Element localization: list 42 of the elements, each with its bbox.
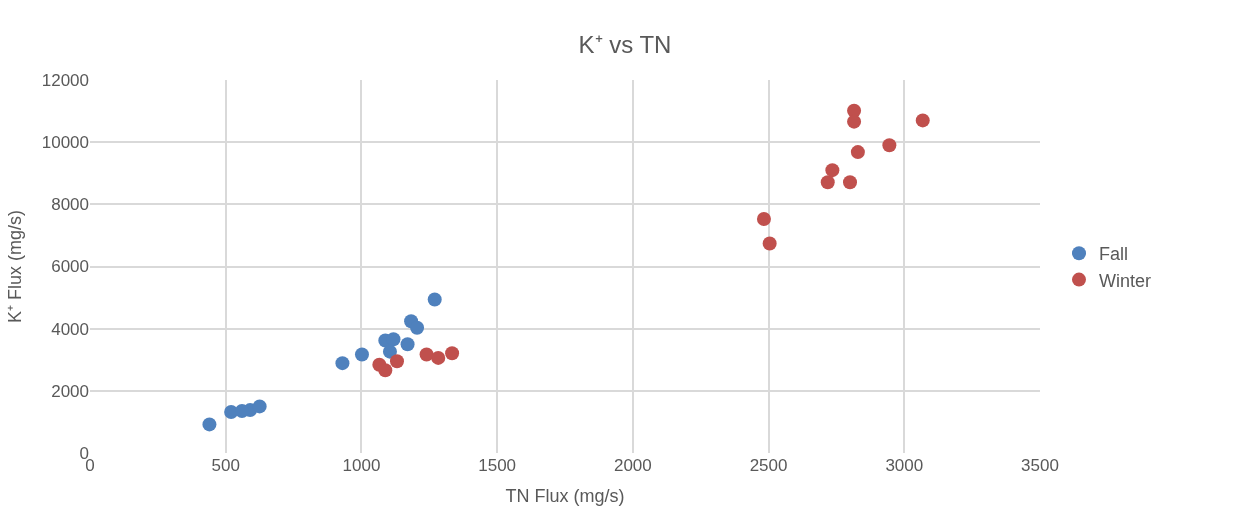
y-tick-label: 4000: [51, 319, 89, 339]
x-tick-label: 1000: [342, 456, 381, 475]
point: [756, 211, 771, 226]
chart-title: K⁺ vs TN: [578, 31, 672, 59]
point: [410, 320, 425, 335]
x-tick-label: 2000: [613, 456, 652, 475]
legend-label: Winter: [1099, 270, 1152, 291]
point: [915, 113, 930, 128]
point: [386, 332, 401, 347]
point: [850, 145, 865, 160]
y-tick-label: 6000: [51, 257, 89, 277]
x-tick-label: 2500: [749, 456, 788, 475]
point: [382, 344, 397, 359]
x-tick-label: 3500: [1021, 456, 1059, 475]
point: [335, 356, 350, 371]
x-tick-label: 3000: [885, 456, 924, 475]
point: [825, 163, 840, 178]
point: [445, 346, 460, 361]
point: [419, 347, 434, 362]
point: [762, 236, 777, 251]
point: [847, 114, 862, 129]
point: [390, 354, 404, 369]
point: [235, 404, 249, 419]
point: [354, 347, 369, 362]
y-tick-label: 10000: [41, 133, 89, 153]
y-axis-title: K⁺ Flux (mg/s): [4, 209, 25, 324]
y-tick-label: 2000: [51, 381, 89, 401]
y-tick-label: 12000: [41, 70, 89, 90]
point: [820, 175, 835, 190]
point: [400, 337, 415, 352]
x-tick-label: 1500: [478, 456, 517, 475]
point: [882, 138, 897, 153]
point: [202, 417, 217, 432]
x-tick-label: 500: [211, 456, 240, 475]
point: [431, 350, 446, 365]
y-tick-label: 8000: [51, 195, 89, 215]
legend-label: Fall: [1099, 244, 1129, 265]
point: [378, 363, 393, 378]
point: [252, 399, 267, 414]
point: [843, 175, 857, 190]
point: [427, 292, 442, 307]
x-axis-title: TN Flux (mg/s): [505, 486, 625, 507]
